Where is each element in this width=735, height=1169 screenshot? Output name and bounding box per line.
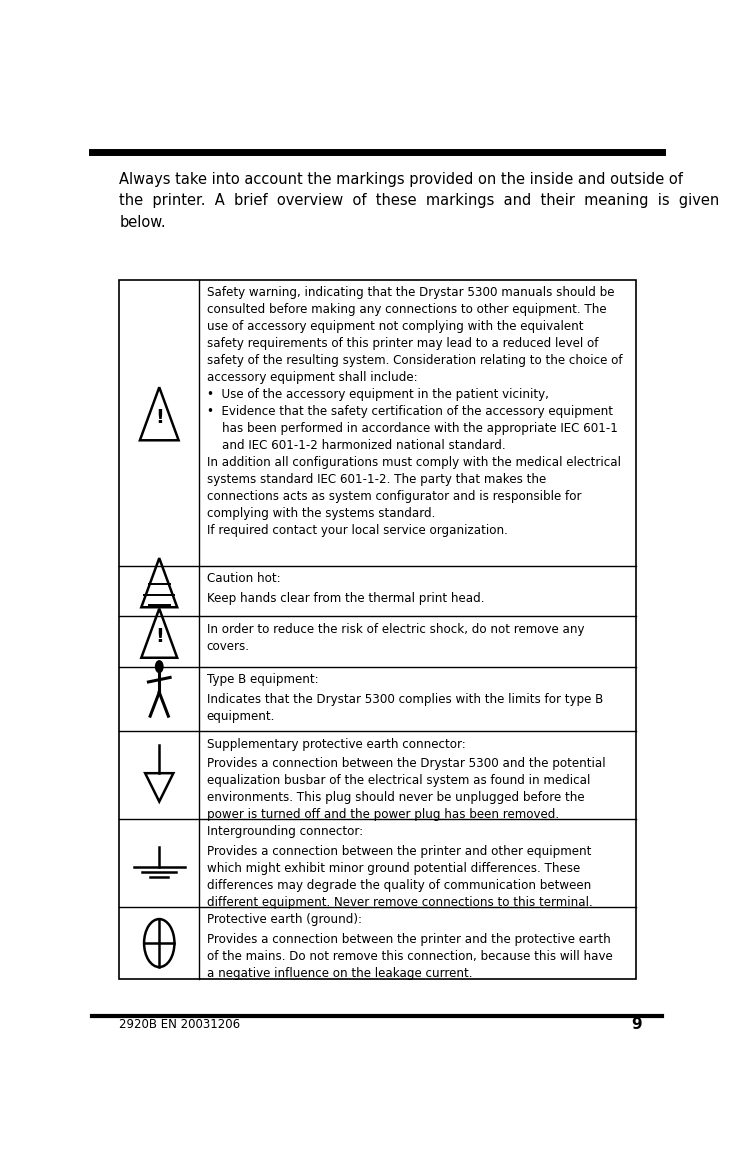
Text: Supplementary protective earth connector:: Supplementary protective earth connector… [207, 738, 465, 750]
Text: !: ! [155, 627, 164, 646]
Text: Intergrounding connector:: Intergrounding connector: [207, 825, 363, 838]
Text: 2920B EN 20031206: 2920B EN 20031206 [119, 1018, 240, 1031]
Circle shape [156, 660, 163, 672]
Text: Always take into account the markings provided on the inside and outside of
the : Always take into account the markings pr… [119, 172, 720, 230]
Text: Protective earth (ground):: Protective earth (ground): [207, 913, 362, 926]
Text: Indicates that the Drystar 5300 complies with the limits for type B
equipment.: Indicates that the Drystar 5300 complies… [207, 693, 603, 722]
Text: 9: 9 [631, 1017, 642, 1032]
Text: Keep hands clear from the thermal print head.: Keep hands clear from the thermal print … [207, 592, 484, 604]
Text: Type B equipment:: Type B equipment: [207, 673, 318, 686]
Text: Provides a connection between the printer and the protective earth
of the mains.: Provides a connection between the printe… [207, 933, 612, 980]
Bar [119, 279, 636, 980]
Text: Caution hot:: Caution hot: [207, 572, 280, 584]
Text: Provides a connection between the printer and other equipment
which might exhibi: Provides a connection between the printe… [207, 845, 592, 909]
Text: Provides a connection between the Drystar 5300 and the potential
equalization bu: Provides a connection between the Drysta… [207, 758, 606, 822]
Text: In order to reduce the risk of electric shock, do not remove any
covers.: In order to reduce the risk of electric … [207, 623, 584, 652]
Text: !: ! [155, 408, 164, 427]
Text: Safety warning, indicating that the Drystar 5300 manuals should be
consulted bef: Safety warning, indicating that the Drys… [207, 286, 623, 537]
